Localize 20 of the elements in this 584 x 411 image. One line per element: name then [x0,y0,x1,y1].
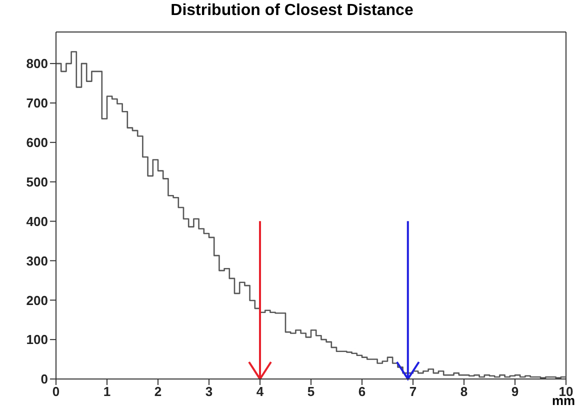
x-tick-label: 8 [460,384,468,400]
y-tick-label: 400 [26,214,48,229]
x-tick-label: 5 [307,384,315,400]
y-tick-label: 300 [26,253,48,268]
y-tick-label: 800 [26,56,48,72]
x-tick-label: 9 [511,384,519,400]
y-tick-label: 100 [26,332,48,348]
x-tick-label: 4 [256,384,264,400]
chart-title: Distribution of Closest Distance [170,2,414,20]
x-tick-label: 7 [409,384,417,400]
y-tick-label: 200 [26,292,48,308]
x-tick-label: 3 [205,384,213,400]
x-tick-label: 6 [358,384,366,400]
x-tick-label: 2 [154,384,162,400]
y-tick-label: 700 [26,96,48,111]
y-tick-label: 0 [40,372,48,387]
x-tick-label: 0 [52,384,60,400]
y-tick-label: 600 [26,135,48,150]
x-tick-label: 1 [103,384,111,400]
y-tick-label: 500 [26,174,48,190]
